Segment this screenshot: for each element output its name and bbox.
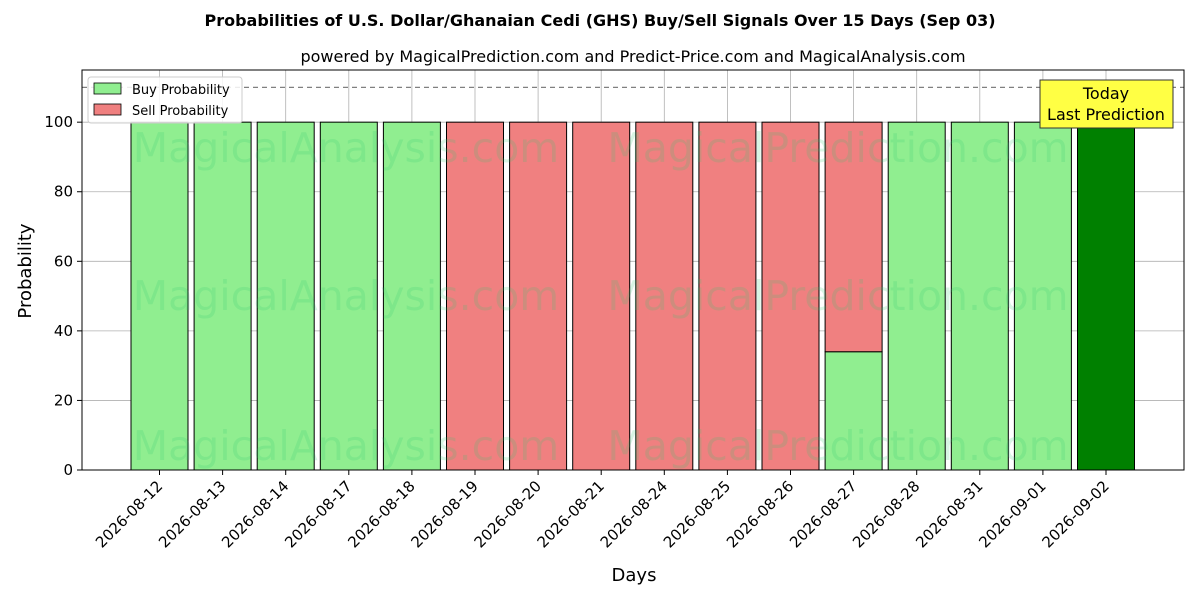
last-prediction-label: Last Prediction bbox=[1047, 105, 1165, 124]
bar-sell-2026-08-26 bbox=[761, 121, 820, 471]
legend-label-sell: Sell Probability bbox=[132, 104, 229, 119]
x-tick-label: 2026-09-02 bbox=[1038, 477, 1112, 551]
bars bbox=[130, 121, 1135, 471]
x-tick-label: 2026-08-13 bbox=[155, 477, 229, 551]
y-axis-label: Probability bbox=[15, 223, 36, 318]
chart-title: Probabilities of U.S. Dollar/Ghanaian Ce… bbox=[204, 11, 995, 30]
bar-sell-2026-08-24 bbox=[635, 121, 694, 471]
bar-sell-2026-08-19 bbox=[446, 121, 504, 471]
legend-swatch-buy bbox=[93, 82, 122, 95]
chart-subtitle: powered by MagicalPrediction.com and Pre… bbox=[300, 47, 965, 66]
legend-box bbox=[87, 76, 243, 124]
x-tick-label: 2026-08-18 bbox=[344, 477, 418, 551]
y-tick-label: 80 bbox=[54, 183, 73, 201]
today-label: Today bbox=[1082, 84, 1129, 103]
x-tick-label: 2026-08-24 bbox=[597, 477, 671, 551]
x-tick-label: 2026-08-31 bbox=[912, 477, 986, 551]
bar-buy-2026-08-14 bbox=[256, 121, 315, 471]
y-tick-label: 20 bbox=[54, 391, 73, 409]
x-tick-label: 2026-08-20 bbox=[471, 477, 545, 551]
bar-buy-2026-08-17 bbox=[319, 121, 378, 471]
x-axis-label: Days bbox=[612, 565, 657, 586]
plot-frame bbox=[81, 69, 1185, 471]
watermark-text: MagicalPrediction.com bbox=[607, 124, 1068, 172]
watermark-text: MagicalAnalysis.com bbox=[133, 124, 560, 172]
today-annotation: Today Last Prediction bbox=[1039, 79, 1174, 129]
x-axis: 2026-08-122026-08-132026-08-142026-08-17… bbox=[92, 470, 1113, 551]
bar-sell-2026-08-21 bbox=[572, 121, 631, 471]
x-tick-label: 2026-08-27 bbox=[786, 477, 860, 551]
legend-swatch-sell bbox=[93, 103, 122, 116]
bar-buy-2026-08-31 bbox=[950, 121, 1009, 471]
watermark-text: MagicalAnalysis.com bbox=[133, 422, 560, 470]
bar-buy-2026-09-02 bbox=[1077, 121, 1135, 471]
x-tick-label: 2026-08-25 bbox=[660, 477, 734, 551]
x-tick-label: 2026-08-26 bbox=[723, 477, 797, 551]
x-tick-label: 2026-08-19 bbox=[407, 477, 481, 551]
bar-buy-2026-09-01 bbox=[1013, 121, 1072, 471]
bar-sell-2026-08-25 bbox=[698, 121, 757, 471]
y-tick-label: 40 bbox=[54, 322, 73, 340]
bar-buy-2026-08-28 bbox=[887, 121, 946, 471]
bar-sell-2026-08-20 bbox=[509, 121, 568, 471]
x-tick-label: 2026-08-21 bbox=[534, 477, 608, 551]
watermarks: MagicalAnalysis.com MagicalPrediction.com… bbox=[133, 124, 1069, 470]
legend-label-buy: Buy Probability bbox=[132, 83, 230, 98]
y-tick-label: 100 bbox=[44, 113, 73, 131]
x-tick-label: 2026-08-28 bbox=[849, 477, 923, 551]
bar-buy-2026-08-18 bbox=[382, 121, 441, 471]
legend: Buy Probability Sell Probability bbox=[87, 76, 243, 124]
y-tick-label: 60 bbox=[54, 252, 73, 270]
watermark-text: MagicalPrediction.com bbox=[607, 272, 1068, 320]
x-tick-label: 2026-08-17 bbox=[281, 477, 355, 551]
watermark-text: MagicalAnalysis.com bbox=[133, 272, 560, 320]
y-axis: 0 20 40 60 80 100 bbox=[44, 113, 82, 479]
x-tick-label: 2026-09-01 bbox=[975, 477, 1049, 551]
x-tick-label: 2026-08-14 bbox=[218, 477, 292, 551]
bar-buy-2026-08-27 bbox=[824, 351, 883, 471]
bar-sell-2026-08-27 bbox=[824, 121, 883, 353]
y-tick-label: 0 bbox=[63, 461, 73, 479]
today-annotation-box bbox=[1039, 79, 1174, 129]
x-tick-label: 2026-08-12 bbox=[92, 477, 166, 551]
watermark-text: MagicalPrediction.com bbox=[607, 422, 1068, 470]
